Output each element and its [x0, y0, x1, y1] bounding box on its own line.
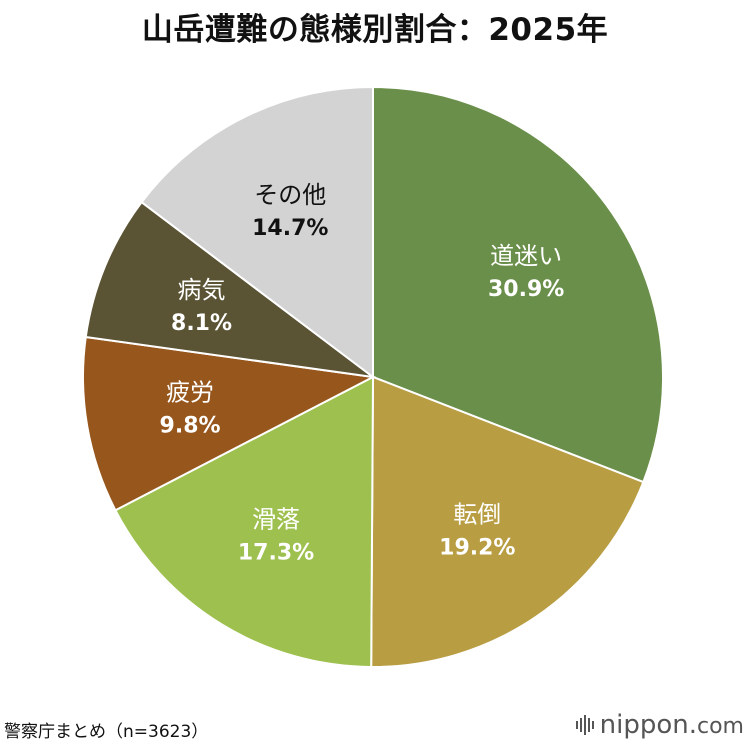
pie-slice-0	[372, 85, 664, 484]
chart-title: 山岳遭難の態様別割合：2025年	[141, 12, 609, 48]
source-note: 警察庁まとめ（n=3623）	[4, 722, 209, 742]
pie-slice-1	[370, 375, 645, 668]
brand-dot: .	[688, 710, 697, 740]
slice-label: その他	[254, 181, 326, 209]
slice-label: 滑落	[252, 505, 300, 533]
pie-slice-4	[84, 200, 377, 379]
slice-label: 道迷い	[490, 242, 562, 270]
slice-value: 14.7%	[252, 216, 328, 241]
nippon-logo-icon	[575, 713, 594, 737]
brand-logo: nippon.com	[575, 710, 744, 740]
slice-label: 転倒	[453, 501, 501, 529]
slice-value: 8.1%	[171, 311, 232, 336]
brand-tld: com	[697, 714, 744, 739]
brand-name: nippon.com	[600, 710, 744, 740]
brand-text: nippon	[599, 710, 689, 740]
slice-label: 病気	[178, 276, 226, 304]
slice-value: 19.2%	[439, 536, 515, 561]
slice-label: 疲労	[166, 378, 214, 406]
slice-value: 30.9%	[488, 277, 564, 302]
slice-value: 9.8%	[160, 413, 221, 438]
pie-slice-5	[140, 85, 374, 380]
slice-value: 17.3%	[238, 540, 314, 565]
pie-slice-2	[114, 375, 375, 669]
pie-slice-3	[82, 335, 377, 512]
